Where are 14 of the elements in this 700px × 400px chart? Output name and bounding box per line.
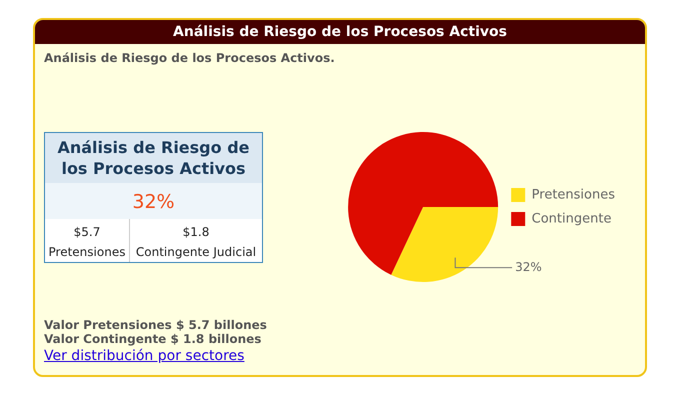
text: $5.7 — [72, 224, 102, 241]
text: Análisis de Riesgo de los Procesos Activos — [45, 133, 262, 183]
legend-label: Pretensiones — [532, 187, 616, 202]
text: Valor Pretensiones $ 5.7 billones — [44, 318, 267, 332]
legend-label: Contingente — [532, 211, 612, 226]
text: 32% — [45, 183, 262, 219]
text: Valor Contingente $ 1.8 billones — [44, 332, 262, 346]
text: Análisis de Riesgo de los Procesos Activos. — [44, 51, 335, 65]
text: Contingente Judicial — [134, 244, 258, 261]
chart-title: Análisis de Riesgo de los Procesos Activos — [35, 20, 645, 44]
text: $1.8 — [182, 224, 210, 241]
text: Pretensiones — [48, 244, 126, 261]
data-label: 32% — [515, 260, 542, 274]
text: Ver distribución por sectores — [44, 348, 246, 364]
